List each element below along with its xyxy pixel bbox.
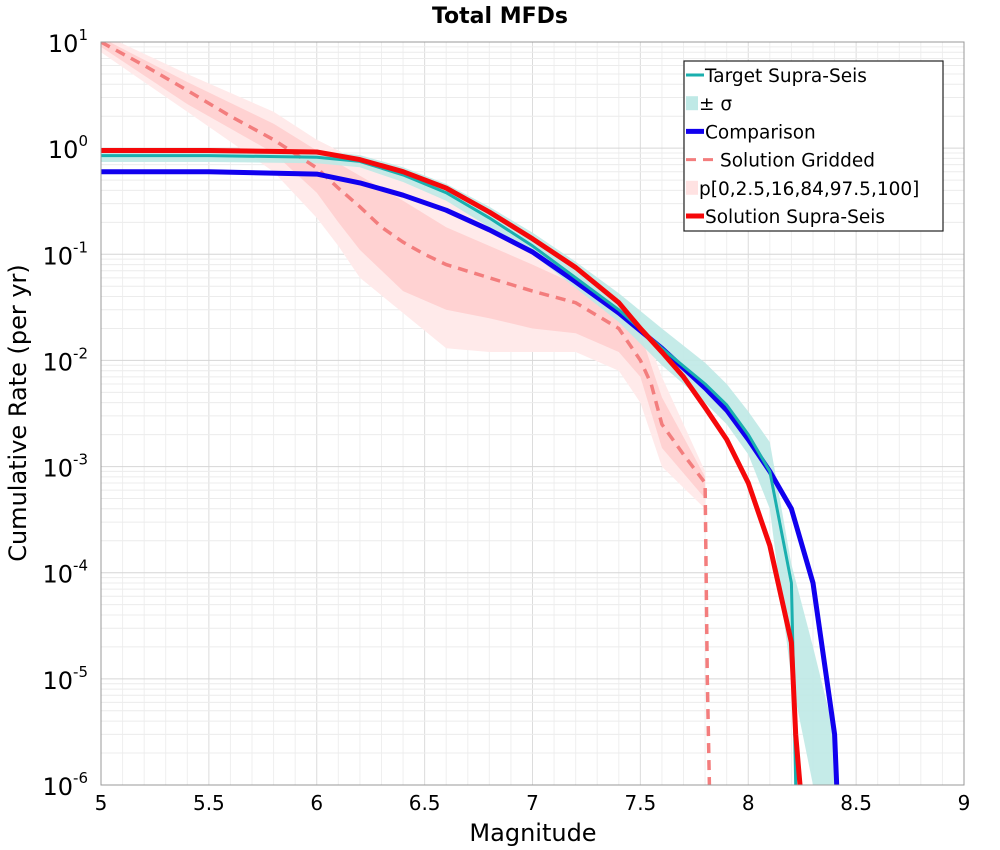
y-tick-base: 10 bbox=[42, 667, 73, 695]
y-tick-exponent: -5 bbox=[73, 663, 88, 681]
y-tick-base: 10 bbox=[42, 242, 73, 270]
series-comparison bbox=[101, 169, 840, 785]
y-tick-label: 10-4 bbox=[42, 557, 88, 589]
y-tick-base: 10 bbox=[42, 455, 73, 483]
legend-label: Comparison bbox=[705, 122, 816, 143]
x-tick-label: 5 bbox=[95, 791, 108, 815]
legend-label: Solution Gridded bbox=[720, 151, 875, 172]
y-tick-label: 100 bbox=[48, 132, 88, 164]
x-tick-label: 5.5 bbox=[193, 791, 225, 815]
x-tick-label: 8.5 bbox=[840, 791, 872, 815]
legend-item: Solution Gridded bbox=[686, 151, 875, 172]
legend-box bbox=[683, 60, 944, 232]
legend-swatch bbox=[686, 96, 698, 111]
legend-label: p[0,2.5,16,84,97.5,100] bbox=[699, 179, 919, 200]
legend: Target Supra-Seis ± σ Comparison Solution G… bbox=[683, 60, 944, 232]
series-lines bbox=[101, 42, 840, 785]
legend-item: ± σ bbox=[686, 94, 732, 115]
legend-item: Target Supra-Seis bbox=[686, 66, 867, 87]
legend-item: Solution Supra-Seis bbox=[686, 207, 885, 228]
y-tick-base: 10 bbox=[42, 773, 73, 801]
y-tick-exponent: 1 bbox=[78, 26, 88, 44]
x-tick-label: 7.5 bbox=[624, 791, 656, 815]
y-tick-base: 10 bbox=[42, 348, 73, 376]
y-axis-label: Cumulative Rate (per yr) bbox=[4, 264, 32, 562]
y-tick-label: 10-5 bbox=[42, 663, 88, 695]
x-tick-label: 7 bbox=[526, 791, 539, 815]
x-tick-label: 8 bbox=[742, 791, 755, 815]
x-tick-label: 6.5 bbox=[409, 791, 441, 815]
y-tick-exponent: -2 bbox=[73, 344, 88, 362]
y-tick-base: 10 bbox=[48, 30, 79, 58]
legend-swatch bbox=[686, 180, 698, 195]
chart-title: Total MFDs bbox=[432, 4, 568, 29]
legend-label: ± σ bbox=[699, 94, 732, 115]
legend-item: Comparison bbox=[686, 122, 816, 143]
y-tick-exponent: -6 bbox=[73, 769, 88, 787]
y-tick-exponent: -1 bbox=[73, 238, 88, 256]
percentile-band-inner bbox=[101, 42, 706, 499]
y-tick-exponent: 0 bbox=[78, 132, 88, 150]
legend-label: Target Supra-Seis bbox=[704, 66, 867, 87]
y-tick-exponent: -3 bbox=[73, 451, 88, 469]
plot-frame bbox=[100, 41, 965, 786]
x-tick-label: 6 bbox=[310, 791, 323, 815]
x-tick-label: 9 bbox=[958, 791, 971, 815]
y-tick-label: 101 bbox=[48, 26, 88, 58]
x-tick-labels: 5 5.5 6 6.5 7 7.5 8 8.5 9 bbox=[95, 791, 971, 815]
legend-label: Solution Supra-Seis bbox=[705, 207, 885, 228]
y-tick-base: 10 bbox=[42, 561, 73, 589]
uncertainty-bands bbox=[101, 42, 835, 785]
series-solution-gridded bbox=[101, 42, 712, 785]
y-tick-label: 10-3 bbox=[42, 451, 88, 483]
y-tick-base: 10 bbox=[48, 136, 79, 164]
y-tick-label: 10-1 bbox=[42, 238, 88, 270]
y-tick-label: 10-2 bbox=[42, 344, 88, 376]
y-tick-label: 10-6 bbox=[42, 769, 88, 801]
legend-item: p[0,2.5,16,84,97.5,100] bbox=[686, 179, 919, 200]
x-axis-label: Magnitude bbox=[469, 819, 596, 847]
y-tick-exponent: -4 bbox=[73, 557, 88, 575]
series-solution-supra-seis bbox=[101, 148, 803, 785]
